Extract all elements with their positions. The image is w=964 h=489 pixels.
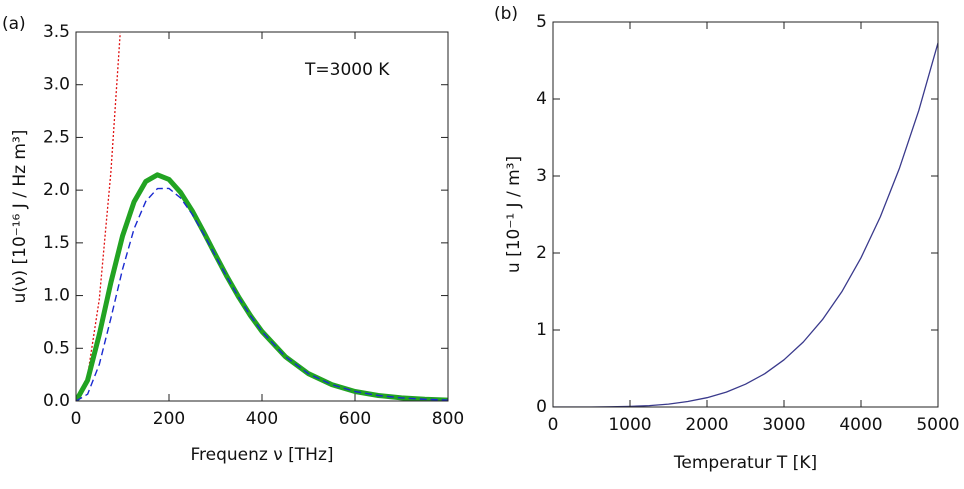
x-tick-label: 4000	[839, 415, 882, 435]
y-tick-label: 2	[536, 243, 547, 263]
x-tick-label: 400	[246, 409, 278, 429]
data-line	[553, 42, 938, 407]
x-tick-label: 800	[432, 409, 464, 429]
x-tick-label: 0	[71, 409, 82, 429]
x-tick-label: 0	[548, 415, 559, 435]
x-tick-label: 200	[153, 409, 185, 429]
y-tick-label: 1.0	[43, 286, 70, 306]
annotation: T=3000 K	[304, 60, 390, 80]
x-tick-label: 2000	[685, 415, 728, 435]
data-line	[76, 172, 448, 401]
y-tick-label: 3	[536, 166, 547, 186]
x-tick-label: 3000	[762, 415, 805, 435]
x-axis-label: Temperatur T [K]	[673, 453, 817, 473]
x-tick-label: 600	[339, 409, 371, 429]
x-axis-label: Frequenz ν [THz]	[191, 445, 334, 465]
plot-frame	[552, 21, 939, 408]
y-tick-label: 0.0	[43, 391, 70, 411]
y-tick-label: 2.0	[43, 180, 70, 200]
y-tick-label: 3.0	[43, 75, 70, 95]
y-tick-label: 1.5	[43, 233, 70, 253]
y-tick-label: 0	[536, 397, 547, 417]
data-line	[76, 33, 121, 401]
y-tick-label: 2.5	[43, 127, 70, 147]
plot-frame	[75, 31, 449, 402]
y-tick-label: 3.5	[43, 22, 70, 42]
panel-label: (a)	[2, 14, 26, 34]
y-tick-label: 5	[536, 12, 547, 32]
y-tick-label: 4	[536, 89, 547, 109]
y-axis-label: u [10⁻¹ J / m³]	[504, 156, 524, 273]
y-tick-label: 1	[536, 320, 547, 340]
data-line	[76, 187, 448, 401]
panel-label: (b)	[494, 4, 518, 24]
x-tick-label: 1000	[608, 415, 651, 435]
y-axis-label: u(ν) [10⁻¹⁶ J / Hz m³]	[10, 130, 30, 304]
x-tick-label: 5000	[916, 415, 959, 435]
y-tick-label: 0.5	[43, 338, 70, 358]
